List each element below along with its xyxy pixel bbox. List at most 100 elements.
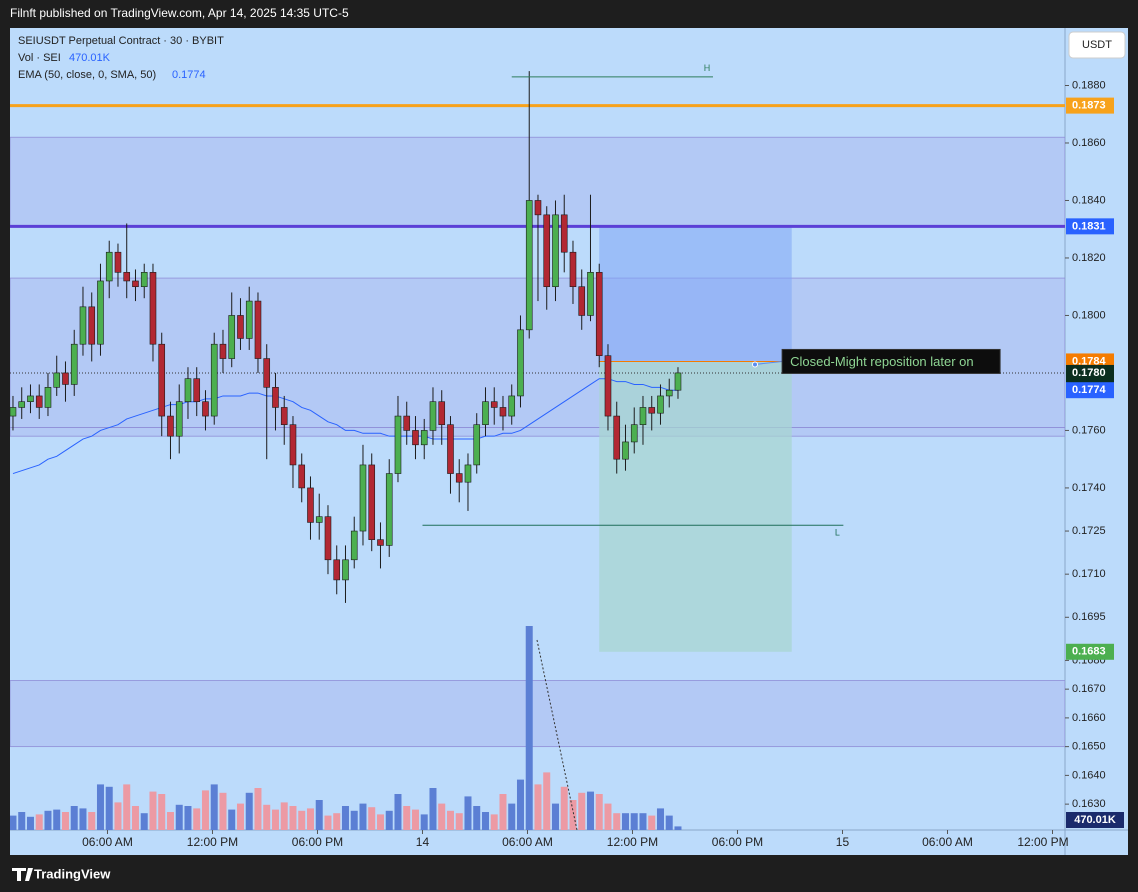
volume-legend-value: 470.01K (69, 52, 111, 64)
annotation-anchor (752, 361, 758, 368)
volume-axis-label-bg (1066, 812, 1124, 828)
candle-body (175, 401, 183, 437)
ema-legend: EMA (50, close, 0, SMA, 50) (18, 69, 156, 81)
volume-bar (516, 779, 524, 830)
volume-bar (280, 802, 288, 830)
volume-bar (543, 772, 551, 830)
y-tick-label: 0.1630 (1072, 798, 1106, 810)
candle-body (140, 272, 148, 288)
volume-bar (79, 808, 87, 830)
zone (10, 680, 1065, 748)
y-tick-label: 0.1840 (1072, 194, 1106, 206)
candle-body (473, 424, 481, 466)
candle-body (490, 401, 498, 408)
volume-bar (359, 803, 367, 830)
volume-bar (411, 809, 419, 830)
volume-bar (499, 794, 507, 830)
volume-bar (376, 814, 384, 830)
volume-bar (464, 796, 472, 830)
price-label-bg (1066, 97, 1114, 114)
candle-body (674, 372, 682, 391)
price-label-bg (1066, 643, 1114, 660)
x-tick-label: 14 (416, 835, 430, 849)
price-label: 0.1774 (1072, 384, 1107, 396)
candle-body (639, 407, 647, 425)
candle-body (412, 430, 419, 446)
volume-bar (88, 812, 96, 830)
volume-bar (630, 813, 638, 830)
candle-body (324, 516, 332, 561)
candle-body (53, 372, 61, 388)
logo (12, 868, 33, 881)
candle-body (289, 424, 297, 466)
candle-body (447, 424, 454, 474)
volume-bar (184, 806, 192, 830)
candle-body (210, 343, 218, 417)
candle-body (438, 401, 446, 425)
candle-body (534, 200, 542, 216)
candle-body (385, 473, 393, 546)
price-label-bg (1066, 218, 1114, 235)
volume-bar (210, 784, 218, 830)
candle-body (569, 251, 577, 288)
candle-body (464, 464, 472, 483)
y-tick-label: 0.1640 (1072, 769, 1106, 781)
candle-body (272, 387, 279, 408)
y-tick-label: 0.1740 (1072, 482, 1106, 494)
candle-body (44, 387, 52, 408)
candle-body (552, 214, 559, 288)
volume-bar (403, 806, 411, 830)
candle-body (622, 441, 629, 460)
candle-body (499, 407, 507, 417)
volume-legend: Vol · SEI (18, 52, 61, 64)
candle-body (79, 306, 87, 345)
candle-body (70, 343, 78, 385)
volume-bar (96, 784, 104, 830)
volume-bar (44, 810, 52, 830)
plot-background (10, 28, 1128, 855)
x-tick-label: 06:00 AM (502, 835, 553, 849)
volume-bar (648, 815, 656, 830)
volume-bar (394, 794, 402, 830)
candle-body (482, 401, 489, 425)
candle-body (587, 272, 594, 316)
y-tick-label: 0.1670 (1072, 683, 1106, 695)
candle-body (105, 251, 113, 282)
volume-bar (438, 803, 446, 830)
currency-label[interactable]: USDT (1082, 39, 1112, 51)
volume-bar (656, 808, 664, 830)
candle-body (595, 272, 603, 356)
volume-bar (35, 814, 43, 830)
candle-body (508, 395, 516, 417)
volume-bar (481, 812, 489, 830)
volume-bar (446, 810, 454, 830)
price-label: 0.1683 (1072, 646, 1106, 658)
candle-body (263, 358, 271, 388)
volume-bar (551, 803, 559, 830)
volume-bar (18, 812, 26, 830)
y-tick-label: 0.1695 (1072, 611, 1106, 623)
candle-body (604, 355, 612, 417)
volume-bar (604, 803, 612, 830)
volume-bar (333, 813, 341, 830)
volume-bar (53, 809, 61, 830)
candle-body (377, 539, 384, 546)
candle-body (27, 395, 34, 402)
y-tick-label: 0.1660 (1072, 712, 1106, 724)
candle-body (665, 389, 673, 397)
volume-bar (341, 806, 349, 830)
volume-bar (613, 813, 621, 830)
footer-brand: TradingView (34, 866, 111, 881)
volume-bar (586, 791, 594, 830)
x-tick-label: 06:00 AM (922, 835, 973, 849)
volume-bar (175, 804, 183, 830)
candle-body (193, 378, 201, 402)
candle-body (158, 343, 166, 417)
axes: 0.1880 0.1860 0.1840 0.1820 0.1800 0.1760 0.17… (82, 79, 1114, 849)
volume-bar (123, 784, 131, 830)
volume-bar (201, 790, 209, 830)
candle-body (280, 407, 288, 425)
currency-button[interactable] (1068, 31, 1126, 59)
volume-bar (569, 800, 577, 830)
